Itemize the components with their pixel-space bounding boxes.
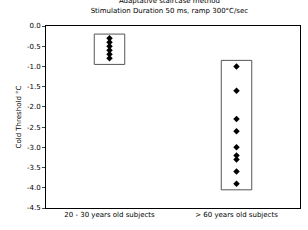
svg-text:-3.5: -3.5	[27, 164, 41, 172]
svg-text:Adaptative staircase methodSti: Adaptative staircase methodStimulation D…	[91, 0, 249, 15]
svg-text:-1.0: -1.0	[27, 63, 41, 71]
svg-text:Cold Threshold °C: Cold Threshold °C	[15, 85, 23, 148]
svg-text:-1.5: -1.5	[27, 83, 41, 91]
svg-text:> 60 years old subjects: > 60 years old subjects	[195, 211, 278, 219]
svg-text:0.0: 0.0	[29, 22, 40, 30]
svg-text:-2.0: -2.0	[27, 103, 41, 111]
svg-text:20 - 30 years old subjects: 20 - 30 years old subjects	[64, 211, 155, 219]
svg-text:-4.0: -4.0	[27, 184, 41, 192]
svg-text:-0.5: -0.5	[27, 43, 41, 51]
svg-text:-2.5: -2.5	[27, 124, 41, 132]
svg-text:-3.0: -3.0	[27, 144, 41, 152]
svg-text:-4.5: -4.5	[27, 204, 41, 212]
